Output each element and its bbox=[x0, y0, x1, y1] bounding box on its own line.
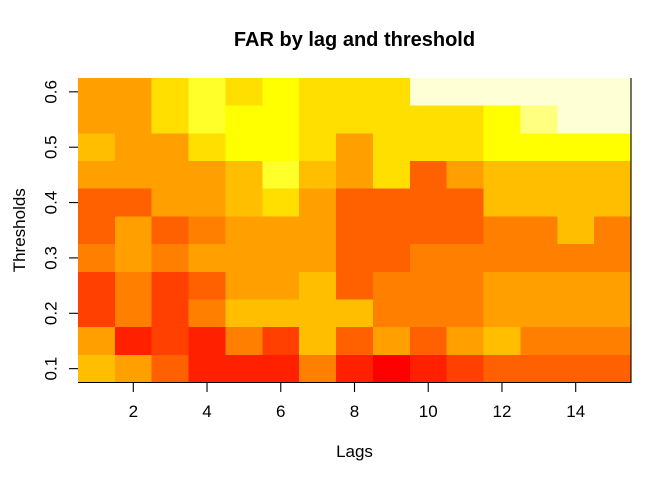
svg-text:Thresholds: Thresholds bbox=[10, 188, 29, 272]
svg-text:4: 4 bbox=[202, 402, 211, 421]
svg-text:0.6: 0.6 bbox=[42, 80, 61, 104]
svg-text:14: 14 bbox=[566, 402, 585, 421]
svg-text:8: 8 bbox=[350, 402, 359, 421]
svg-text:0.1: 0.1 bbox=[42, 357, 61, 381]
svg-text:10: 10 bbox=[419, 402, 438, 421]
svg-text:0.5: 0.5 bbox=[42, 135, 61, 159]
svg-text:0.3: 0.3 bbox=[42, 246, 61, 270]
svg-text:FAR by lag and threshold: FAR by lag and threshold bbox=[234, 29, 475, 51]
svg-text:Lags: Lags bbox=[336, 442, 373, 461]
svg-text:2: 2 bbox=[129, 402, 138, 421]
svg-text:0.2: 0.2 bbox=[42, 301, 61, 325]
svg-text:6: 6 bbox=[276, 402, 285, 421]
svg-text:0.4: 0.4 bbox=[42, 191, 61, 215]
svg-text:12: 12 bbox=[493, 402, 512, 421]
